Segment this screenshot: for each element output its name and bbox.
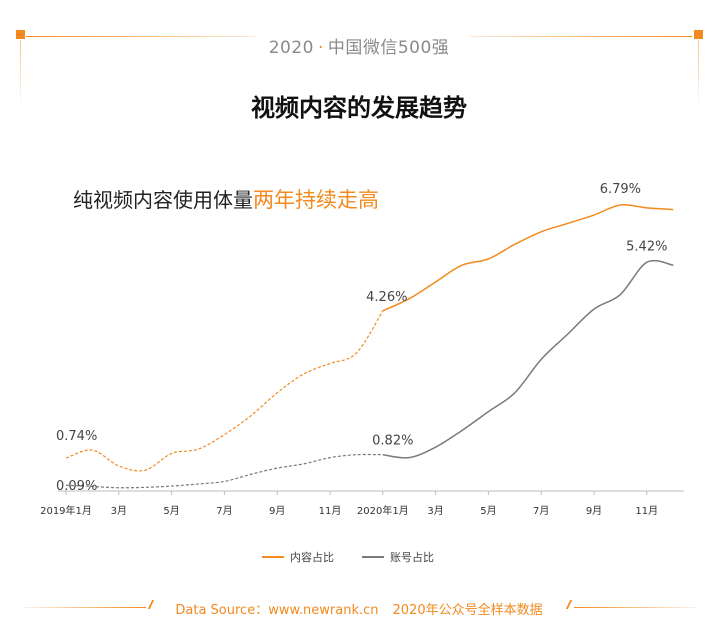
- data-source: Data Source：www.newrank.cn: [175, 603, 379, 618]
- data-label: 5.42%: [626, 239, 667, 254]
- top-label-year: 2020: [268, 38, 314, 58]
- x-tick-label: 3月: [111, 505, 127, 517]
- data-label: 6.79%: [600, 182, 641, 197]
- page-title: 视频内容的发展趋势: [251, 94, 467, 122]
- frame-line-right: [698, 40, 699, 112]
- x-tick-label: 7月: [533, 505, 549, 517]
- series-line-dashed-content: [65, 310, 384, 472]
- x-tick-label: 7月: [216, 505, 232, 517]
- data-label: 0.82%: [372, 434, 413, 449]
- x-tick-label: 9月: [269, 505, 285, 517]
- footer-divider-left: [24, 607, 146, 608]
- frame-line-left: [20, 40, 21, 112]
- footer-divider-right: [574, 607, 696, 608]
- x-tick-label: 2020年1月: [357, 504, 409, 517]
- header-divider-right: [470, 36, 692, 37]
- x-tick-label: 3月: [427, 505, 443, 517]
- footer: Data Source：www.newrank.cn 2020年公众号全样本数据: [0, 599, 718, 618]
- legend-swatch-account: [362, 556, 384, 558]
- x-tick-label: 5月: [163, 505, 179, 517]
- series-line-account: [382, 259, 674, 459]
- corner-mark-right: [694, 30, 703, 39]
- x-tick-label: 5月: [480, 505, 496, 517]
- x-tick-label: 9月: [586, 505, 602, 517]
- subtitle-highlight: 两年持续走高: [253, 188, 379, 212]
- legend-label-content: 内容占比: [290, 551, 334, 564]
- x-tick-label: 11月: [635, 505, 658, 517]
- chart-subtitle: 纯视频内容使用体量两年持续走高: [73, 184, 379, 214]
- header-divider-left: [26, 36, 256, 37]
- legend-swatch-content: [262, 556, 284, 558]
- legend-item-content: 内容占比: [262, 549, 334, 565]
- series-line-dashed-account: [65, 453, 383, 489]
- legend-item-account: 账号占比: [362, 549, 434, 565]
- legend-label-account: 账号占比: [390, 551, 434, 564]
- x-tick-label: 11月: [319, 505, 342, 517]
- subtitle-text: 纯视频内容使用体量: [73, 188, 253, 212]
- data-label: 4.26%: [366, 290, 407, 305]
- data-note: 2020年公众号全样本数据: [392, 603, 543, 618]
- x-tick-label: 2019年1月: [40, 504, 92, 517]
- series-line-content: [382, 204, 674, 312]
- top-label: 2020 · 中国微信500强: [0, 33, 718, 58]
- corner-mark-left: [16, 30, 25, 39]
- top-label-text: 中国微信500强: [327, 38, 450, 58]
- data-label: 0.09%: [56, 479, 97, 494]
- data-label: 0.74%: [56, 429, 97, 444]
- top-label-separator: ·: [317, 38, 324, 58]
